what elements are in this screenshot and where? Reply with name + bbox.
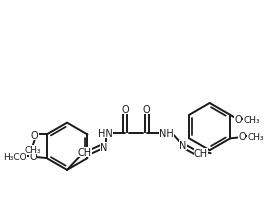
Text: O: O: [238, 132, 246, 142]
Text: O: O: [143, 104, 150, 114]
Text: N: N: [100, 143, 107, 152]
Text: O: O: [31, 131, 38, 141]
Text: O: O: [121, 104, 129, 114]
Text: O: O: [234, 114, 242, 124]
Text: NH: NH: [159, 129, 174, 139]
Text: CH₃: CH₃: [24, 145, 41, 154]
Text: N: N: [179, 141, 187, 151]
Text: CH₃: CH₃: [243, 116, 260, 125]
Text: H₃CO: H₃CO: [3, 152, 27, 161]
Text: HN: HN: [98, 129, 113, 139]
Text: CH: CH: [78, 147, 92, 157]
Text: CH: CH: [194, 149, 208, 158]
Text: O: O: [29, 151, 37, 161]
Text: CH₃: CH₃: [248, 132, 264, 141]
